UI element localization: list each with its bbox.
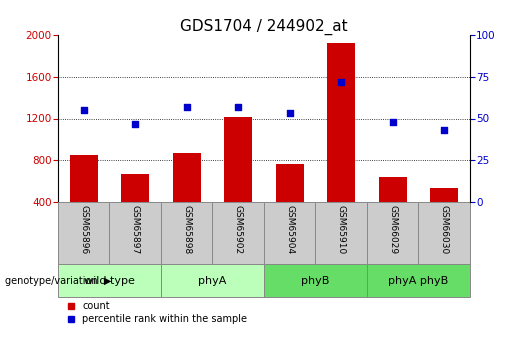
Point [80,107,88,113]
Bar [213,202,264,264]
Text: GSM66029: GSM66029 [388,205,397,254]
Text: GSM65897: GSM65897 [131,205,140,254]
Bar [110,202,161,264]
Bar [264,264,367,297]
Point [440,127,449,133]
Bar [430,188,458,202]
Text: GSM65904: GSM65904 [285,205,294,254]
Point [286,111,294,116]
Point [183,104,191,110]
Bar [70,155,98,202]
Point [389,119,397,125]
Bar [173,153,201,202]
Text: genotype/variation  ▶: genotype/variation ▶ [5,276,112,286]
Bar [379,177,407,202]
Text: phyA phyB: phyA phyB [388,276,449,286]
Bar [367,264,470,297]
Point [131,121,140,126]
Bar [276,165,304,202]
Text: phyB: phyB [301,276,330,286]
Bar [58,264,161,297]
Text: GSM65896: GSM65896 [79,205,88,254]
Text: GSM65898: GSM65898 [182,205,191,254]
Title: GDS1704 / 244902_at: GDS1704 / 244902_at [180,19,348,35]
Point [234,104,243,110]
Bar [121,174,149,202]
Bar [327,43,355,202]
Text: phyA: phyA [198,276,227,286]
Bar [264,202,316,264]
Text: GSM66030: GSM66030 [440,205,449,254]
Text: GSM65910: GSM65910 [337,205,346,254]
Bar [419,202,470,264]
Bar [224,117,252,202]
Bar [161,264,264,297]
Point [337,79,346,85]
Legend: count, percentile rank within the sample: count, percentile rank within the sample [63,297,251,328]
Text: GSM65902: GSM65902 [234,205,243,254]
Bar [316,202,367,264]
Text: wild type: wild type [84,276,135,286]
Bar [367,202,419,264]
Bar [58,202,110,264]
Bar [161,202,213,264]
